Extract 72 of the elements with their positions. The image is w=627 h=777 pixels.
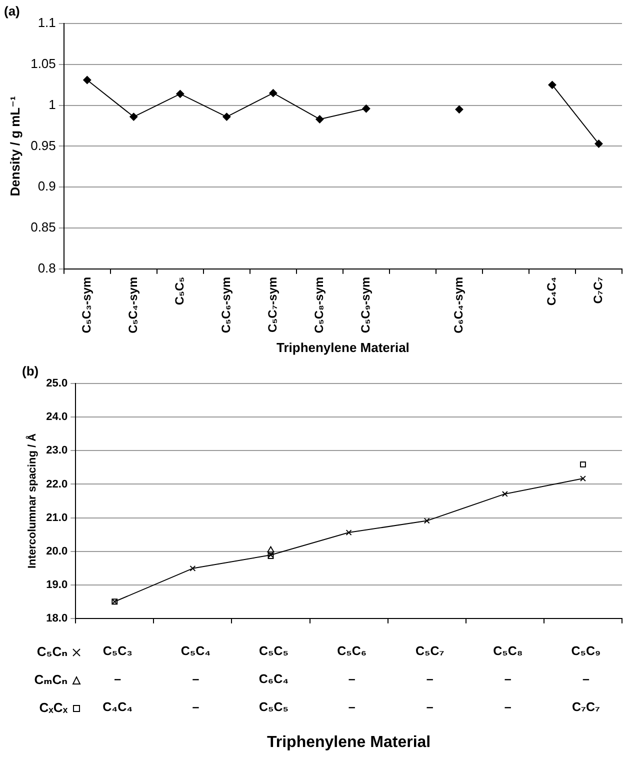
- category-label: C₅C₈: [493, 644, 523, 658]
- point: [222, 112, 231, 121]
- y-tick-label: 0.95: [30, 138, 56, 153]
- category-label: C₅C₇: [415, 644, 444, 658]
- point: [269, 89, 278, 98]
- x-tick-label: C₅C₅: [172, 276, 186, 306]
- chart-title: (b): [22, 363, 39, 378]
- category-label: C₅C₄: [180, 644, 211, 658]
- y-tick-label: 1: [48, 96, 56, 112]
- x-tick-label: C₄C₄: [544, 276, 559, 306]
- chart-title: (a): [4, 3, 20, 18]
- text: –: [425, 672, 434, 686]
- x-tick-label: C₅C₇-sym: [266, 276, 280, 332]
- y-tick-label: 0.9: [38, 178, 56, 194]
- point: [548, 80, 556, 89]
- y-tick-label: 1.05: [30, 56, 56, 72]
- y-tick-label: 21.0: [46, 512, 68, 524]
- y-tick-label: 22.0: [46, 478, 68, 490]
- point: [267, 546, 274, 553]
- text: –: [347, 700, 356, 714]
- legend-label: CₓCₓ: [39, 700, 68, 715]
- x-tick-label: C₇C₇: [591, 276, 606, 304]
- point: [580, 461, 586, 468]
- point: [176, 90, 184, 98]
- text: –: [503, 700, 512, 714]
- x-tick-label: C₆C₄-sym: [452, 276, 466, 334]
- point: [362, 104, 370, 113]
- point: [346, 530, 352, 536]
- y-tick-label: 25.0: [46, 378, 68, 390]
- point: [502, 490, 508, 497]
- text: –: [347, 672, 356, 686]
- text: C₇C₇: [570, 700, 600, 714]
- y-tick-label: 20.0: [46, 545, 68, 558]
- legend-label: CₘCₙ: [34, 672, 68, 688]
- text: –: [191, 672, 200, 686]
- point: [455, 105, 464, 114]
- point: [424, 518, 430, 524]
- x-tick-label: C₅C₆-sym: [218, 276, 233, 334]
- category-label: C₅C₅: [258, 644, 288, 658]
- text: C₄C₄: [102, 700, 133, 714]
- y-tick-label: 18.0: [46, 612, 68, 624]
- text: C₅C₅: [258, 700, 288, 714]
- y-axis-title: Density / g mL⁻¹: [7, 96, 22, 196]
- y-tick-label: 1.1: [38, 15, 56, 30]
- point: [316, 115, 324, 124]
- y-tick-label: 0.8: [38, 260, 56, 276]
- x-tick-label: C₅C₈-sym: [312, 276, 326, 334]
- y-axis-title: Intercolumnar spacing / Å: [26, 433, 39, 569]
- category-label: C₅C₉: [571, 644, 601, 658]
- x-axis-title: Triphenylene Material: [266, 734, 431, 752]
- x-axis-title: Triphenylene Material: [276, 340, 410, 355]
- y-tick-label: 23.0: [46, 444, 68, 457]
- point: [83, 76, 92, 84]
- legend-label: C₅Cₙ: [36, 644, 68, 660]
- x-tick-label: C₅C₄-sym: [126, 276, 140, 334]
- category-label: C₅C₆: [337, 644, 367, 658]
- text: –: [113, 672, 122, 686]
- text: –: [503, 672, 512, 686]
- category-label: C₅C₃: [102, 644, 132, 658]
- y-tick-label: 0.85: [30, 220, 56, 235]
- point: [580, 476, 586, 482]
- text: –: [191, 700, 200, 714]
- x-tick-label: C₅C₃-sym: [79, 276, 94, 334]
- point: [190, 565, 196, 572]
- point: [594, 140, 603, 148]
- text: C₆C₄: [258, 672, 289, 686]
- text: –: [425, 700, 434, 714]
- point: [130, 112, 138, 121]
- y-tick-label: 24.0: [46, 411, 68, 424]
- text: –: [582, 672, 590, 686]
- y-tick-label: 19.0: [46, 578, 68, 591]
- x-tick-label: C₅C₉-sym: [358, 276, 373, 334]
